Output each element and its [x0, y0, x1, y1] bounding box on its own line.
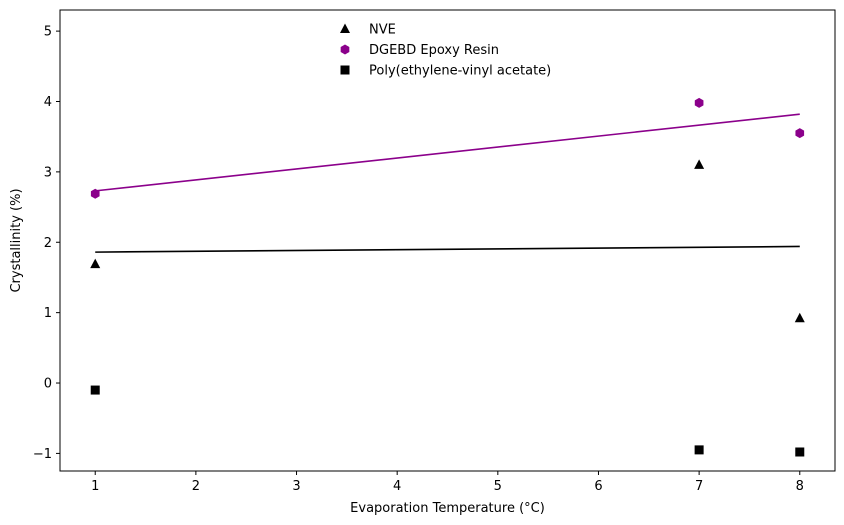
x-axis-ticks: 1 2 3 4 5 6 7 8 [91, 471, 804, 494]
x-tick-label: 6 [594, 479, 602, 494]
legend-label-dgebd-epoxy-resin: DGEBD Epoxy Resin [369, 43, 499, 58]
nve-point [694, 159, 705, 169]
poly-ethylene-vinyl-acetate-point [795, 447, 805, 457]
x-axis-label: Evaporation Temperature (°C) [350, 501, 545, 516]
nve-point [794, 312, 805, 323]
dgebd-epoxy-resin-trendline [95, 113, 800, 192]
trendlines [95, 113, 800, 253]
legend: NVE DGEBD Epoxy Resin Poly(ethylene-vinyl … [340, 23, 551, 79]
y-tick-label: −1 [33, 447, 52, 462]
y-tick-label: 3 [44, 165, 52, 180]
x-tick-label: 1 [91, 479, 99, 494]
y-axis-label: Crystallinity (%) [9, 188, 24, 292]
x-tick-label: 4 [393, 479, 401, 494]
x-tick-label: 7 [695, 479, 703, 494]
poly-ethylene-vinyl-acetate-point [694, 445, 704, 455]
legend-marker-nve [340, 23, 350, 33]
dgebd-epoxy-resin-point [795, 128, 805, 139]
y-tick-label: 1 [44, 306, 52, 321]
legend-marker-dgebd-epoxy-resin [340, 44, 350, 55]
y-tick-label: 2 [44, 236, 52, 251]
legend-label-poly-ethylene-vinyl-acetate: Poly(ethylene-vinyl acetate) [369, 64, 551, 79]
legend-label-nve: NVE [369, 23, 396, 38]
y-tick-label: 0 [44, 377, 52, 392]
data-points [90, 97, 805, 457]
y-tick-label: 5 [44, 25, 52, 40]
legend-marker-poly-ethylene-vinyl-acetate [340, 65, 350, 75]
y-axis-ticks: −1 0 1 2 3 4 5 [33, 25, 60, 462]
nve-point [90, 258, 101, 269]
x-tick-label: 3 [292, 479, 300, 494]
y-tick-label: 4 [44, 95, 52, 110]
dgebd-epoxy-resin-point [90, 188, 100, 199]
poly-ethylene-vinyl-acetate-point [90, 385, 100, 395]
dgebd-epoxy-resin-point [694, 97, 704, 108]
x-tick-label: 2 [192, 479, 200, 494]
nve-trendline [95, 245, 800, 253]
x-tick-label: 8 [796, 479, 804, 494]
plot-frame [59, 9, 836, 472]
x-tick-label: 5 [494, 479, 502, 494]
